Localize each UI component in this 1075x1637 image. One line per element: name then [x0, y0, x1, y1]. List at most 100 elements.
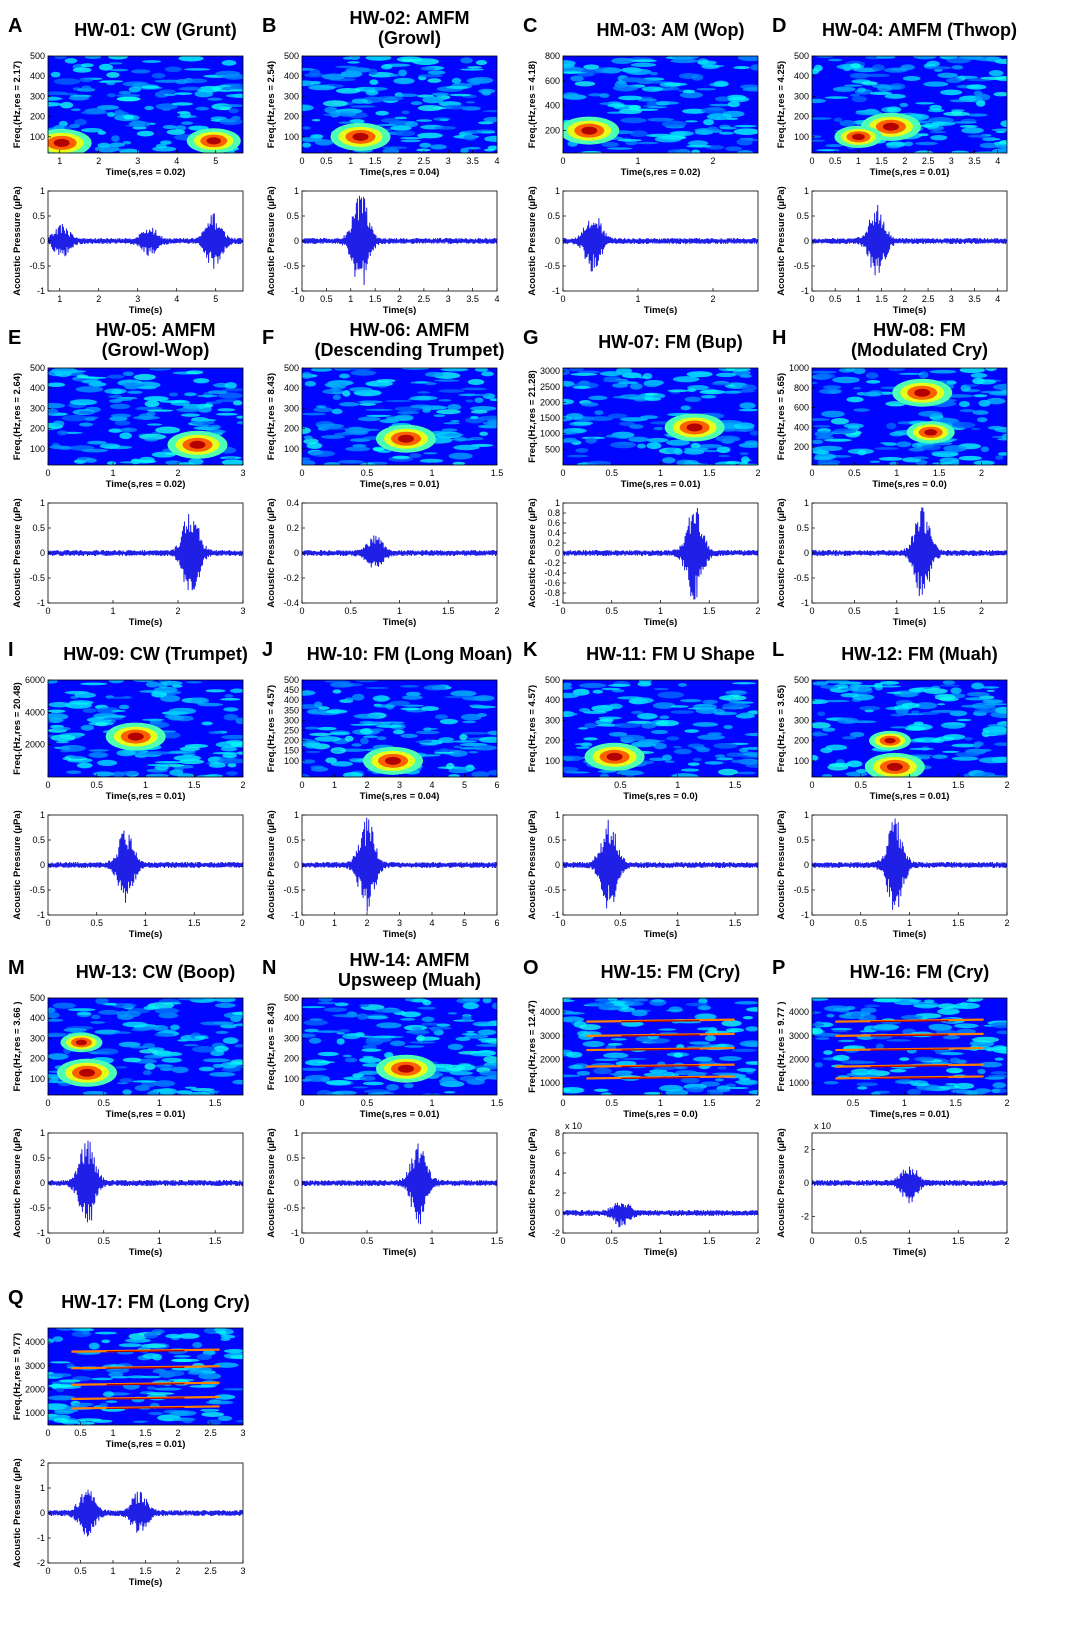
waveform-trace	[563, 507, 758, 600]
y-tick-label: -0.5	[544, 885, 560, 895]
panel-title: HW-07: FM (Bup)	[598, 332, 743, 352]
x-tick-label: 0	[809, 780, 814, 790]
waveform-ylabel: Acoustic Pressure (µPa)	[776, 810, 787, 920]
spectrogram-xlabel: Time(s,res = 0.04)	[360, 167, 440, 178]
x-tick-label: 0	[45, 468, 50, 478]
x-tick-label: 1	[110, 1566, 115, 1576]
y-tick-label: 4000	[25, 1337, 45, 1347]
x-tick-label: 1.5	[139, 1428, 152, 1438]
spectrogram-ylabel: Freq.(Hz,res = 2.64)	[12, 373, 23, 460]
panel-title: HW-15: FM (Cry)	[601, 962, 741, 982]
y-tick-label: 200	[284, 1054, 299, 1064]
y-tick-label: 200	[30, 112, 45, 122]
harmonic-peak	[621, 1034, 700, 1037]
waveform-trace	[812, 204, 1007, 276]
x-tick-label: 1.5	[875, 156, 888, 166]
y-tick-label: 0.5	[796, 523, 809, 533]
y-tick-label: 200	[794, 112, 809, 122]
waveform-trace	[302, 817, 497, 912]
y-tick-label: -0.4	[283, 598, 299, 608]
y-tick-label: 350	[284, 705, 299, 715]
x-tick-label: 1	[907, 1236, 912, 1246]
y-tick-label: -0.2	[283, 573, 299, 583]
spectrogram-image	[302, 368, 497, 465]
harmonic-peak	[621, 1020, 700, 1023]
x-tick-label: 0	[45, 918, 50, 928]
panel-letter: J	[262, 639, 273, 661]
y-tick-label: -1	[552, 286, 560, 296]
spectrogram-ylabel: Freq.(Hz,res = 12.47)	[527, 1000, 538, 1093]
spectrogram-image	[563, 680, 758, 777]
y-tick-label: 300	[30, 1033, 45, 1043]
y-tick-label: 0	[40, 860, 45, 870]
x-tick-label: 0.5	[847, 1098, 860, 1108]
spectrogram-frame	[811, 997, 1008, 1096]
waveform-ylabel: Acoustic Pressure (µPa)	[12, 498, 23, 608]
waveform-xlabel: Time(s)	[383, 305, 417, 316]
x-tick-label: 4	[174, 156, 179, 166]
x-tick-label: 0.5	[97, 1098, 110, 1108]
y-tick-label: 300	[30, 403, 45, 413]
panel-letter: H	[772, 327, 786, 349]
y-tick-label: 250	[284, 726, 299, 736]
panel-title: HW-08: FM	[873, 320, 966, 340]
spectrogram-image	[812, 998, 1007, 1095]
y-tick-label: 400	[545, 101, 560, 111]
panel-title: HW-14: AMFM	[350, 950, 470, 970]
energy-blob	[53, 138, 70, 147]
spectrogram-image	[302, 998, 497, 1095]
y-tick-label: 400	[794, 695, 809, 705]
x-tick-label: 1	[143, 780, 148, 790]
y-tick-label: 4000	[540, 1007, 560, 1017]
spectrogram-ylabel: Freq.(Hz,res = 4.25)	[776, 61, 787, 148]
x-tick-label: 4	[429, 780, 434, 790]
y-tick-label: -0.5	[793, 573, 809, 583]
x-tick-label: 1	[332, 780, 337, 790]
waveform-trace	[302, 195, 497, 286]
y-tick-label: 1	[555, 498, 560, 508]
x-tick-label: 0.5	[320, 156, 333, 166]
x-tick-label: 4	[995, 294, 1000, 304]
x-tick-label: 1.5	[442, 606, 455, 616]
panel-title: Upsweep (Muah)	[338, 970, 481, 990]
panel-letter: E	[8, 327, 21, 349]
spectrogram-ylabel: Freq.(Hz,res = 4.57)	[266, 685, 277, 772]
x-tick-label: 1.5	[703, 468, 716, 478]
x-tick-label: 2	[240, 918, 245, 928]
y-tick-label: 8	[555, 1128, 560, 1138]
x-tick-label: 4	[429, 918, 434, 928]
y-tick-label: -1	[291, 910, 299, 920]
spectrogram-image	[48, 56, 243, 153]
harmonic-peak	[621, 1065, 700, 1068]
x-tick-label: 0.5	[361, 1236, 374, 1246]
panel-letter: N	[262, 957, 276, 979]
x-tick-label: 6	[494, 780, 499, 790]
x-tick-label: 1	[894, 606, 899, 616]
x-tick-label: 1.5	[209, 1098, 222, 1108]
x-tick-label: 1	[856, 294, 861, 304]
x-tick-label: 2	[96, 156, 101, 166]
spectrogram-image	[302, 56, 497, 153]
x-tick-label: 1	[658, 606, 663, 616]
spectrogram-xlabel: Time(s,res = 0.01)	[870, 1109, 950, 1120]
x-tick-label: 1	[907, 918, 912, 928]
waveform-trace	[302, 1143, 497, 1225]
panel-title: HW-11: FM U Shape	[586, 644, 755, 664]
waveform-trace	[812, 818, 1007, 910]
y-tick-label: 0.5	[32, 211, 45, 221]
x-tick-label: 0.5	[829, 294, 842, 304]
x-tick-label: 1.5	[188, 780, 201, 790]
panel-letter: F	[262, 327, 274, 349]
panel-letter: G	[523, 327, 539, 349]
y-tick-label: 4000	[789, 1007, 809, 1017]
y-tick-label: 200	[794, 736, 809, 746]
energy-blob	[79, 1068, 95, 1077]
y-tick-label: 400	[794, 71, 809, 81]
spectrogram-frame	[47, 997, 244, 1096]
x-tick-label: 2	[397, 294, 402, 304]
waveform-ylabel: Acoustic Pressure (µPa)	[266, 810, 277, 920]
x-tick-label: 1.5	[703, 606, 716, 616]
